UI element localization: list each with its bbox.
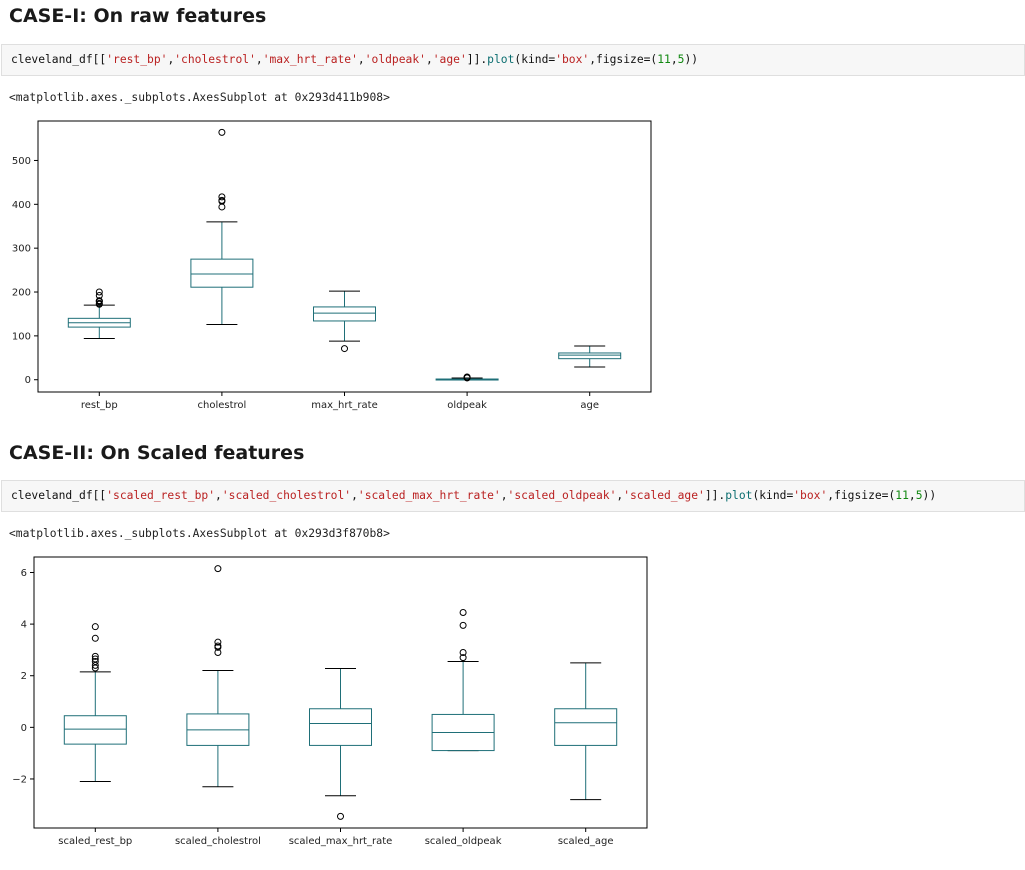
code-text: ,figsize=( (589, 53, 658, 66)
outlier-point (218, 196, 226, 204)
code-number: 5 (915, 489, 923, 502)
code-string: 'oldpeak' (364, 53, 426, 66)
x-tick-label: scaled_oldpeak (425, 836, 502, 847)
outlier-point (95, 292, 103, 300)
outlier-point (459, 648, 467, 656)
code-string: 'box' (793, 489, 828, 502)
code-number: 5 (677, 53, 685, 66)
box-body (554, 708, 618, 746)
x-tick-label: cholestrol (197, 400, 246, 411)
box-plot-raw: 0 100 200 300 400 500 rest_bp cholestrol max_hrt… (12, 120, 652, 411)
outlier-point (95, 288, 103, 296)
outlier-point (214, 642, 222, 650)
outlier-point (341, 345, 348, 353)
y-tick-label: 100 (12, 331, 31, 342)
box-max_hrt_rate (313, 290, 376, 353)
y-tick-label: 500 (12, 156, 31, 167)
code-text: (kind= (514, 53, 556, 66)
code-text: )) (922, 489, 937, 502)
outlier-point (214, 565, 222, 573)
code-string: 'max_hrt_rate' (262, 53, 358, 66)
box-scaled_oldpeak (431, 608, 495, 752)
code-string: 'scaled_rest_bp' (106, 489, 216, 502)
code-method: plot (725, 489, 753, 502)
y-tick-label: 0 (25, 375, 31, 386)
code-string: 'rest_bp' (106, 53, 168, 66)
outlier-point (459, 608, 467, 616)
code-string: 'box' (555, 53, 590, 66)
box-plot-scaled: −2 0 2 4 6 scaled_rest_bp scaled_cholestrol sca… (12, 556, 648, 847)
outlier-point (214, 638, 222, 646)
y-tick-label: 300 (12, 244, 31, 255)
code-string: 'scaled_oldpeak' (507, 489, 617, 502)
code-text: ]]. (466, 53, 488, 66)
y-tick-label: 0 (21, 723, 27, 734)
code-cell-case1[interactable]: cleveland_df[['rest_bp','cholestrol','ma… (1, 44, 1025, 76)
code-string: 'scaled_age' (623, 489, 705, 502)
code-string: 'age' (432, 53, 467, 66)
box-oldpeak (435, 373, 499, 382)
code-text: cleveland_df[[ (11, 489, 107, 502)
box-scaled_rest_bp (63, 623, 127, 783)
box-scaled_max_hrt_rate (309, 667, 372, 820)
case1-heading: CASE-I: On raw features (9, 5, 267, 27)
code-text: , (908, 489, 916, 502)
code-method: plot (487, 53, 515, 66)
box-scaled_age (554, 662, 618, 801)
x-tick-label: max_hrt_rate (311, 400, 377, 411)
y-tick-label: 6 (21, 568, 27, 579)
code-cell-case2[interactable]: cleveland_df[['scaled_rest_bp', 'scaled_c… (1, 480, 1025, 512)
code-text: )) (684, 53, 699, 66)
outlier-point (459, 621, 467, 629)
box-age (558, 345, 622, 368)
outlier-point (218, 203, 226, 211)
cell-output-case2: <matplotlib.axes._subplots.AxesSubplot a… (9, 527, 390, 540)
outlier-point (95, 297, 103, 305)
box-body (63, 715, 127, 745)
outlier-point (218, 128, 226, 136)
y-tick-label: −2 (12, 774, 27, 785)
x-tick-label: scaled_cholestrol (175, 836, 261, 847)
y-tick-label: 400 (12, 200, 31, 211)
box-body (309, 708, 372, 746)
outlier-point (463, 373, 471, 381)
box-body (558, 352, 622, 360)
box-cholestrol (190, 128, 254, 325)
cell-output-case1: <matplotlib.axes._subplots.AxesSubplot a… (9, 91, 390, 104)
code-number: 11 (895, 489, 909, 502)
x-tick-label: age (580, 400, 599, 411)
code-string: 'scaled_max_hrt_rate' (357, 489, 501, 502)
x-tick-label: scaled_max_hrt_rate (289, 836, 393, 847)
x-tick-label: rest_bp (81, 400, 118, 411)
code-string: 'cholestrol' (174, 53, 256, 66)
y-tick-label: 2 (21, 671, 27, 682)
outlier-point (459, 654, 467, 662)
box-rest_bp (67, 288, 131, 340)
outlier-point (337, 812, 344, 820)
x-tick-label: scaled_age (558, 836, 614, 847)
x-tick-label: scaled_rest_bp (58, 836, 132, 847)
outlier-point (91, 634, 99, 642)
code-text: ,figsize=( (827, 489, 896, 502)
code-text: , (670, 53, 678, 66)
code-string: 'scaled_cholestrol' (221, 489, 352, 502)
y-tick-label: 200 (12, 288, 31, 299)
code-number: 11 (657, 53, 671, 66)
outlier-point (91, 623, 99, 631)
outlier-point (91, 652, 99, 660)
code-text: ]]. (704, 489, 726, 502)
code-text: cleveland_df[[ (11, 53, 107, 66)
box-scaled_cholestrol (186, 565, 250, 788)
outlier-point (91, 658, 99, 666)
box-body (313, 306, 376, 322)
x-tick-label: oldpeak (447, 400, 487, 411)
case2-heading: CASE-II: On Scaled features (9, 442, 305, 464)
y-tick-label: 4 (21, 620, 27, 631)
box-body (190, 258, 254, 288)
code-text: (kind= (752, 489, 794, 502)
outlier-point (91, 655, 99, 663)
outlier-point (218, 193, 226, 201)
